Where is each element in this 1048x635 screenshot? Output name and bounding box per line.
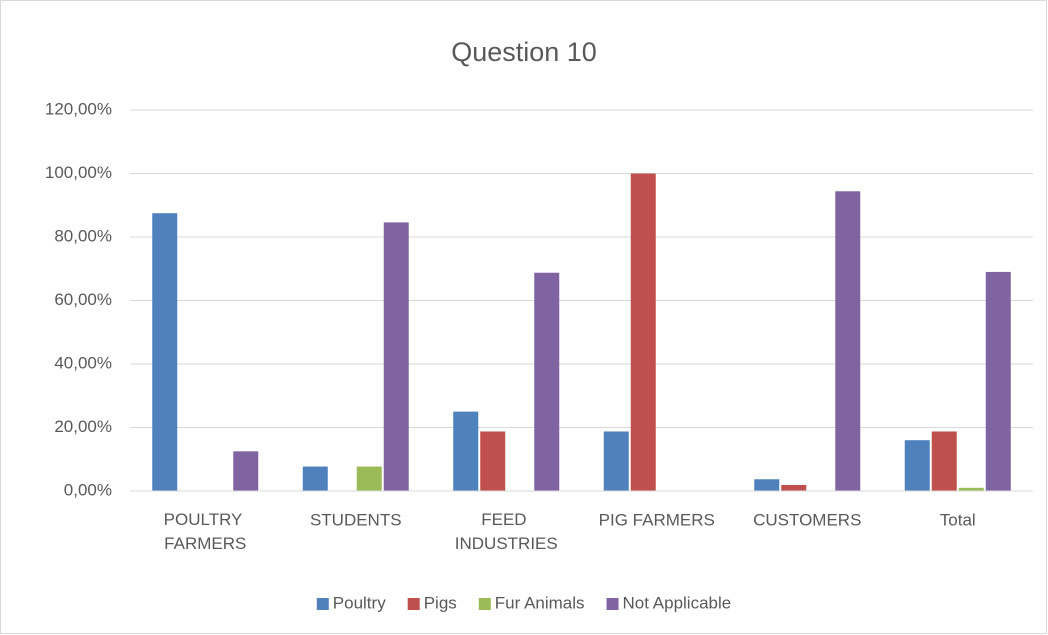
bar [985, 271, 1011, 491]
legend-label: Fur Animals [495, 593, 585, 612]
bar [534, 272, 560, 491]
bar [603, 431, 629, 491]
x-tick-label: CUSTOMERS [753, 510, 861, 529]
legend-swatch [407, 598, 420, 610]
legend-label: Poultry [333, 593, 386, 612]
legend-swatch [606, 598, 619, 610]
y-tick-label: 100,00% [45, 163, 112, 182]
y-tick-label: 60,00% [54, 290, 112, 309]
bar [835, 191, 861, 491]
legend-label: Not Applicable [623, 593, 732, 612]
bar [630, 173, 656, 491]
y-tick-label: 0,00% [64, 480, 112, 499]
legend-swatch [478, 598, 491, 610]
legend-label: Pigs [424, 593, 457, 612]
x-tick-label: Total [940, 510, 976, 529]
bar [480, 431, 506, 491]
bar [383, 222, 409, 491]
bar [754, 479, 780, 491]
bar [931, 431, 957, 491]
y-tick-label: 20,00% [54, 417, 112, 436]
legend-swatch [316, 598, 329, 610]
bar [781, 484, 807, 491]
y-tick-label: 120,00% [45, 99, 112, 118]
bar [356, 466, 382, 491]
bar [302, 466, 328, 491]
bar [233, 451, 259, 491]
y-tick-label: 40,00% [54, 353, 112, 372]
x-tick-label: STUDENTS [310, 510, 402, 529]
x-tick-label: PIG FARMERS [599, 510, 715, 529]
bar [453, 411, 479, 491]
bar [152, 213, 178, 491]
bar [958, 487, 984, 491]
bar [904, 440, 930, 491]
x-tick-label: FEED INDUSTRIES [455, 510, 558, 553]
chart-title: Question 10 [451, 37, 597, 67]
x-tick-label: POULTRY FARMERS [164, 510, 247, 553]
y-tick-label: 80,00% [54, 226, 112, 245]
